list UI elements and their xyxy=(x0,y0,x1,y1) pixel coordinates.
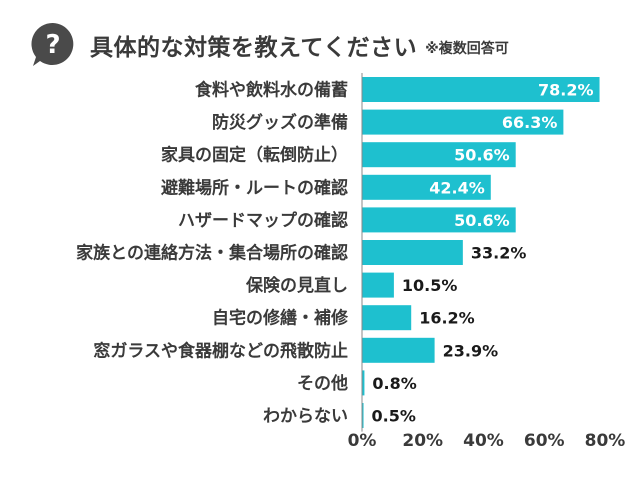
bar xyxy=(362,272,394,298)
value-label: 16.2% xyxy=(419,309,475,328)
category-label: わからない xyxy=(263,407,348,427)
category-label: 家族との連絡方法・集合場所の確認 xyxy=(76,243,348,264)
category-label: 自宅の修繕・補修 xyxy=(212,308,349,329)
category-label: 窓ガラスや食器棚などの飛散防止 xyxy=(93,340,348,361)
x-tick-label: 80% xyxy=(585,431,626,451)
bar xyxy=(362,142,516,168)
value-label: 23.9% xyxy=(443,341,499,360)
chart-title: 具体的な対策を教えてください xyxy=(90,35,418,61)
bar xyxy=(362,370,365,396)
value-label: 10.5% xyxy=(402,276,458,295)
value-label: 78.2% xyxy=(538,81,594,100)
category-label: その他 xyxy=(297,373,348,394)
x-tick-label: 0% xyxy=(348,431,377,451)
category-label: 保険の見直し xyxy=(245,275,348,296)
value-label: 33.2% xyxy=(471,244,527,263)
bar xyxy=(362,77,600,102)
x-tick-label: 20% xyxy=(402,431,443,451)
category-label: 食料や飲料水の備蓄 xyxy=(195,80,348,101)
x-tick-label: 40% xyxy=(463,431,504,451)
bar xyxy=(362,240,463,265)
bar xyxy=(362,207,516,233)
value-label: 66.3% xyxy=(502,113,558,132)
value-label: 0.8% xyxy=(372,374,416,393)
category-label: 防災グッズの準備 xyxy=(212,112,348,133)
bar xyxy=(362,403,364,428)
value-label: 0.5% xyxy=(372,407,416,426)
multiple-answer-note: ※複数回答可 xyxy=(425,41,509,57)
bar xyxy=(362,109,564,135)
x-tick-label: 60% xyxy=(524,431,565,451)
category-label: 避難場所・ルートの確認 xyxy=(161,177,348,198)
category-label: ハザードマップの確認 xyxy=(178,210,348,231)
bar xyxy=(362,305,412,331)
question-bubble-icon: ? xyxy=(31,22,74,67)
bar xyxy=(362,337,435,363)
category-label: 家具の固定（転倒防止） xyxy=(161,145,348,166)
svg-text:?: ? xyxy=(45,30,60,60)
bar xyxy=(362,174,491,200)
chart-header: ? 具体的な対策を教えてください ※複数回答可 xyxy=(28,20,509,70)
value-label: 42.4% xyxy=(429,178,485,197)
value-label: 50.6% xyxy=(454,146,510,165)
value-label: 50.6% xyxy=(454,211,510,230)
